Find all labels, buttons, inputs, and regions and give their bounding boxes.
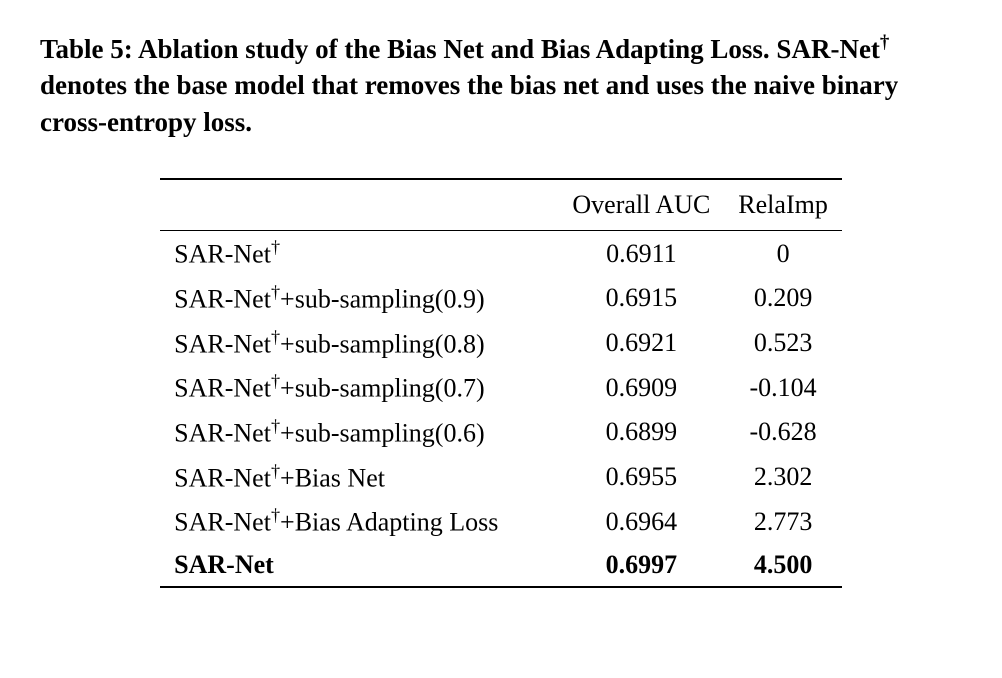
method-cell: SAR-Net†+sub-sampling(0.6) bbox=[160, 410, 558, 455]
col-header-relaimp: RelaImp bbox=[724, 179, 842, 231]
relaimp-cell: 4.500 bbox=[724, 544, 842, 587]
table-row: SAR-Net†0.69110 bbox=[160, 231, 842, 276]
table-caption: Table 5: Ablation study of the Bias Net … bbox=[40, 30, 962, 140]
method-cell: SAR-Net bbox=[160, 544, 558, 587]
table-row: SAR-Net†+Bias Adapting Loss0.69642.773 bbox=[160, 499, 842, 544]
relaimp-cell: 0 bbox=[724, 231, 842, 276]
relaimp-cell: 0.523 bbox=[724, 321, 842, 366]
relaimp-cell: -0.628 bbox=[724, 410, 842, 455]
auc-cell: 0.6899 bbox=[558, 410, 724, 455]
method-cell: SAR-Net†+Bias Net bbox=[160, 455, 558, 500]
method-dagger: † bbox=[271, 237, 280, 257]
method-prefix: SAR-Net bbox=[174, 550, 274, 579]
method-suffix: +Bias Adapting Loss bbox=[280, 508, 498, 537]
method-prefix: SAR-Net bbox=[174, 374, 271, 403]
auc-cell: 0.6955 bbox=[558, 455, 724, 500]
method-dagger: † bbox=[271, 461, 280, 481]
table-row: SAR-Net 0.69974.500 bbox=[160, 544, 842, 587]
auc-cell: 0.6921 bbox=[558, 321, 724, 366]
method-suffix: +sub-sampling(0.9) bbox=[280, 285, 485, 314]
method-dagger: † bbox=[271, 371, 280, 391]
table-row: SAR-Net†+sub-sampling(0.9)0.69150.209 bbox=[160, 276, 842, 321]
method-prefix: SAR-Net bbox=[174, 463, 271, 492]
relaimp-cell: 2.302 bbox=[724, 455, 842, 500]
auc-cell: 0.6911 bbox=[558, 231, 724, 276]
ablation-table: Overall AUC RelaImp SAR-Net†0.69110SAR-N… bbox=[160, 178, 842, 588]
method-prefix: SAR-Net bbox=[174, 285, 271, 314]
caption-dagger: † bbox=[880, 32, 889, 53]
auc-cell: 0.6915 bbox=[558, 276, 724, 321]
method-cell: SAR-Net† bbox=[160, 231, 558, 276]
table-row: SAR-Net†+Bias Net0.69552.302 bbox=[160, 455, 842, 500]
relaimp-cell: -0.104 bbox=[724, 365, 842, 410]
table-row: SAR-Net†+sub-sampling(0.7)0.6909-0.104 bbox=[160, 365, 842, 410]
relaimp-cell: 0.209 bbox=[724, 276, 842, 321]
method-prefix: SAR-Net bbox=[174, 508, 271, 537]
method-dagger: † bbox=[271, 327, 280, 347]
auc-cell: 0.6964 bbox=[558, 499, 724, 544]
method-suffix: +sub-sampling(0.8) bbox=[280, 329, 485, 358]
method-suffix: +sub-sampling(0.6) bbox=[280, 419, 485, 448]
auc-cell: 0.6997 bbox=[558, 544, 724, 587]
table-row: SAR-Net†+sub-sampling(0.6)0.6899-0.628 bbox=[160, 410, 842, 455]
col-header-empty bbox=[160, 179, 558, 231]
caption-prefix: Table 5: Ablation study of the Bias Net … bbox=[40, 34, 880, 64]
method-cell: SAR-Net†+sub-sampling(0.8) bbox=[160, 321, 558, 366]
relaimp-cell: 2.773 bbox=[724, 499, 842, 544]
method-dagger: † bbox=[271, 505, 280, 525]
method-prefix: SAR-Net bbox=[174, 419, 271, 448]
method-prefix: SAR-Net bbox=[174, 329, 271, 358]
method-prefix: SAR-Net bbox=[174, 240, 271, 269]
caption-suffix: denotes the base model that removes the … bbox=[40, 70, 898, 136]
method-suffix: +Bias Net bbox=[280, 463, 385, 492]
col-header-auc: Overall AUC bbox=[558, 179, 724, 231]
auc-cell: 0.6909 bbox=[558, 365, 724, 410]
method-cell: SAR-Net†+sub-sampling(0.7) bbox=[160, 365, 558, 410]
method-suffix: +sub-sampling(0.7) bbox=[280, 374, 485, 403]
table-header-row: Overall AUC RelaImp bbox=[160, 179, 842, 231]
table-row: SAR-Net†+sub-sampling(0.8)0.69210.523 bbox=[160, 321, 842, 366]
method-cell: SAR-Net†+Bias Adapting Loss bbox=[160, 499, 558, 544]
method-dagger: † bbox=[271, 416, 280, 436]
method-cell: SAR-Net†+sub-sampling(0.9) bbox=[160, 276, 558, 321]
method-dagger: † bbox=[271, 282, 280, 302]
